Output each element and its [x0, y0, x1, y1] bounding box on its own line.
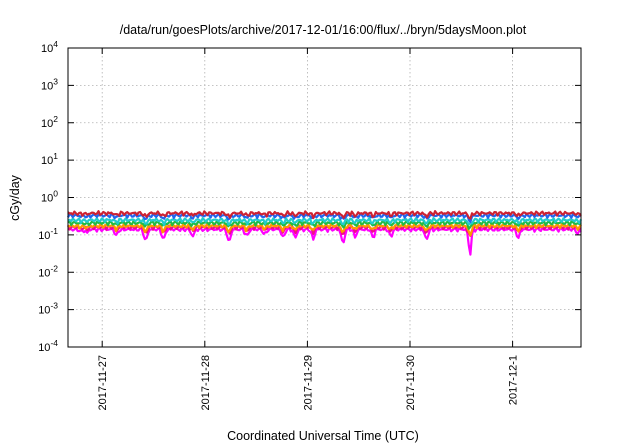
grid-lines: [68, 48, 581, 347]
x-axis-label: Coordinated Universal Time (UTC): [227, 429, 419, 443]
data-series: [66, 210, 583, 256]
y-tick-label: 101: [41, 151, 58, 167]
x-tick-label: 2017-11-27: [97, 355, 109, 410]
y-tick-label: 104: [41, 39, 58, 55]
x-tick-label: 2017-11-29: [302, 355, 314, 410]
y-tick-labels: 10-4 10-3 10-2 10-1 100 101 102 103 104: [38, 39, 58, 354]
series-line: [67, 222, 582, 237]
y-tick-label: 10-4: [38, 338, 58, 354]
x-tick-label: 2017-11-30: [405, 355, 417, 410]
y-tick-label: 102: [41, 114, 58, 130]
x-tick-label: 2017-12-1: [508, 355, 520, 405]
y-axis-label: cGy/day: [8, 174, 22, 221]
series-line: [67, 216, 583, 227]
x-tick-label: 2017-11-28: [200, 355, 212, 410]
y-tick-label: 10-2: [38, 263, 58, 279]
y-tick-label: 100: [41, 189, 58, 205]
chart-title: /data/run/goesPlots/archive/2017-12-01/1…: [120, 23, 527, 37]
y-tick-label: 103: [41, 76, 58, 92]
x-tick-labels: 2017-11-27 2017-11-28 2017-11-29 2017-11-30…: [97, 355, 519, 410]
series-line: [67, 210, 582, 220]
y-tick-label: 10-3: [38, 301, 58, 317]
axis-ticks: [68, 47, 581, 348]
y-tick-label: 10-1: [38, 226, 58, 242]
